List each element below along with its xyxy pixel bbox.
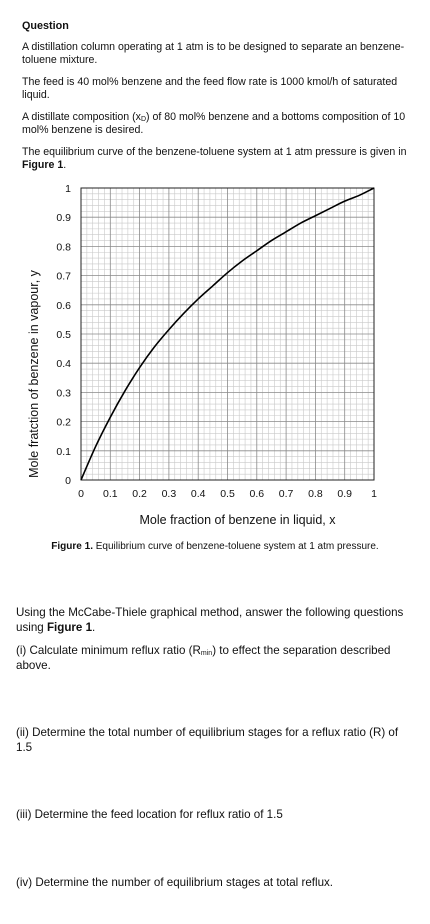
x-tick-label: 0.1 — [103, 488, 118, 500]
y-tick-label: 0.1 — [56, 446, 71, 458]
question-ii: (ii) Determine the total number of equil… — [16, 726, 399, 754]
x-tick-label: 0.6 — [249, 488, 264, 500]
plot-frame — [80, 187, 375, 481]
question-iii: (iii) Determine the feed location for re… — [16, 808, 283, 821]
y-tick-label: 0.8 — [56, 241, 71, 253]
problem-statement-3: A distillate composition (xD) of 80 mol%… — [22, 111, 406, 137]
problem-statement-4: The equilibrium curve of the benzene-tol… — [22, 146, 407, 172]
y-tick-label: 0 — [65, 475, 71, 487]
x-tick-label: 0.5 — [220, 488, 235, 500]
equilibrium-curve — [80, 187, 375, 481]
x-tick-label: 1 — [371, 488, 377, 500]
y-tick-label: 0.9 — [56, 212, 71, 224]
y-tick-label: 0.4 — [56, 358, 71, 370]
figure-caption: Figure 1. Equilibrium curve of benzene-t… — [51, 541, 379, 552]
x-tick-label: 0.9 — [337, 488, 352, 500]
equilibrium-chart: 0 0.1 0.2 0.3 0.4 0.5 0.6 0.7 0.8 0.9 1 0 0.1 0.2 0.3… — [27, 183, 377, 527]
y-tick-label: 0.2 — [56, 417, 71, 429]
problem-statement-1: A distillation column operating at 1 atm… — [22, 41, 405, 67]
instructions-text: Using the McCabe-Thiele graphical method… — [16, 606, 404, 634]
question-heading: Question — [22, 20, 69, 32]
question-iv: (iv) Determine the number of equilibrium… — [16, 876, 334, 889]
y-tick-label: 0.6 — [56, 300, 71, 312]
x-tick-label: 0.2 — [132, 488, 147, 500]
y-tick-label: 0.7 — [56, 271, 71, 283]
y-tick-labels: 0 0.1 0.2 0.3 0.4 0.5 0.6 0.7 0.8 0.9 1 — [56, 183, 71, 487]
y-tick-label: 0.3 — [56, 387, 71, 399]
x-tick-label: 0 — [78, 488, 84, 500]
problem-statement-2: The feed is 40 mol% benzene and the feed… — [22, 76, 398, 102]
y-axis-label: Mole fratction of benzene in vapour, y — [27, 269, 41, 478]
x-axis-label: Mole fraction of benzene in liquid, x — [140, 513, 337, 527]
x-tick-label: 0.8 — [308, 488, 323, 500]
x-tick-label: 0.3 — [162, 488, 177, 500]
question-i: (i) Calculate minimum reflux ratio (Rmin… — [16, 644, 391, 672]
x-tick-label: 0.7 — [279, 488, 294, 500]
x-tick-labels: 0 0.1 0.2 0.3 0.4 0.5 0.6 0.7 0.8 0.9 1 — [78, 488, 377, 500]
y-tick-label: 0.5 — [56, 329, 71, 341]
x-tick-label: 0.4 — [191, 488, 206, 500]
y-tick-label: 1 — [65, 183, 71, 195]
major-grid — [80, 187, 375, 481]
